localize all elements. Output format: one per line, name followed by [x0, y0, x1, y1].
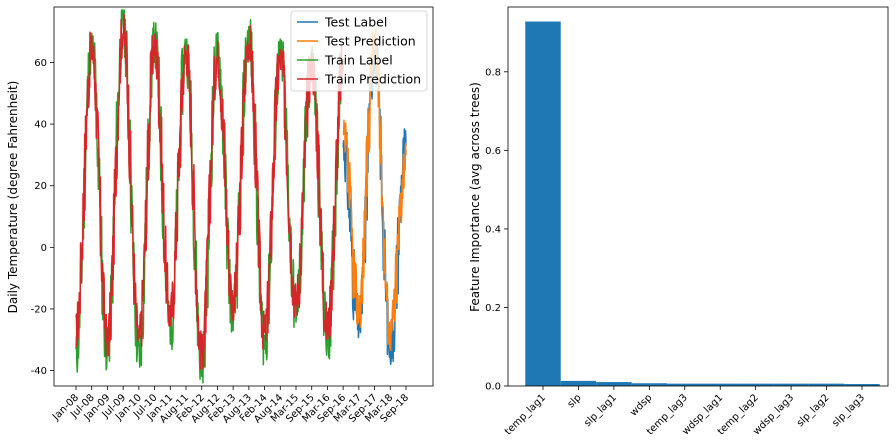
- legend-box: [290, 10, 428, 92]
- right-y-tick-label: 0.6: [485, 146, 501, 157]
- bar-slp_lag1: [596, 382, 632, 386]
- right-y-tick-label: 0.0: [485, 382, 501, 393]
- right-x-tick-label: slp_lag2: [795, 392, 832, 429]
- left-y-tick-label: -20: [31, 304, 47, 315]
- bar-slp: [560, 380, 597, 386]
- bar-temp_lag1: [525, 21, 561, 386]
- right-axes-frame: [507, 6, 889, 387]
- left-x-ticks: Jan-08Jul-08Jan-09Jul-09Jan-10Jul-10Jan-…: [50, 386, 411, 425]
- right-x-tick-label: slp_lag3: [830, 392, 867, 429]
- bar-wdsp_lag3: [773, 383, 809, 386]
- bar-wdsp_lag1: [702, 383, 738, 386]
- left-axes-frame: [53, 6, 434, 387]
- temperature-line-chart: -40 -20 0 20 40 60 Jan-08Jul-08Jan-09Jul-09Ja…: [6, 6, 434, 425]
- left-y-tick-label: -40: [31, 366, 47, 377]
- bar-plot-area: [525, 21, 880, 386]
- bar-temp_lag2: [737, 383, 774, 386]
- bar-slp_lag2: [808, 383, 845, 386]
- bar-wdsp: [631, 383, 668, 386]
- legend-entry-label: Train Prediction: [324, 72, 421, 87]
- bar-temp_lag3: [667, 383, 703, 386]
- right-x-tick-label: wdsp: [628, 392, 654, 418]
- bar-slp_lag3: [844, 384, 880, 386]
- right-y-ticks: 0.0 0.2 0.4 0.6 0.8: [485, 67, 508, 393]
- right-y-tick-label: 0.4: [485, 224, 501, 235]
- legend-entry-label: Train Label: [324, 53, 393, 68]
- right-x-tick-label: slp_lag1: [582, 392, 619, 429]
- legend-entry-label: Test Label: [324, 15, 387, 30]
- right-x-tick-label: temp_lag1: [503, 392, 548, 437]
- left-y-axis-label: Daily Temperature (degree Fahrenheit): [6, 81, 20, 314]
- right-x-tick-label: slp: [566, 392, 584, 410]
- legend-entry-label: Test Prediction: [324, 34, 416, 49]
- right-y-tick-label: 0.2: [485, 303, 501, 314]
- left-y-tick-label: 40: [34, 120, 47, 131]
- right-y-tick-label: 0.8: [485, 67, 501, 78]
- legend: Test Label Test Prediction Train Label Trai…: [290, 10, 428, 92]
- left-y-tick-label: 0: [41, 243, 47, 254]
- left-y-tick-label: 60: [34, 58, 47, 69]
- right-y-axis-label: Feature Importance (avg across trees): [468, 82, 482, 312]
- left-y-tick-label: 20: [34, 181, 47, 192]
- left-y-ticks: -40 -20 0 20 40 60: [31, 58, 54, 377]
- series-line-train-prediction: [75, 13, 344, 370]
